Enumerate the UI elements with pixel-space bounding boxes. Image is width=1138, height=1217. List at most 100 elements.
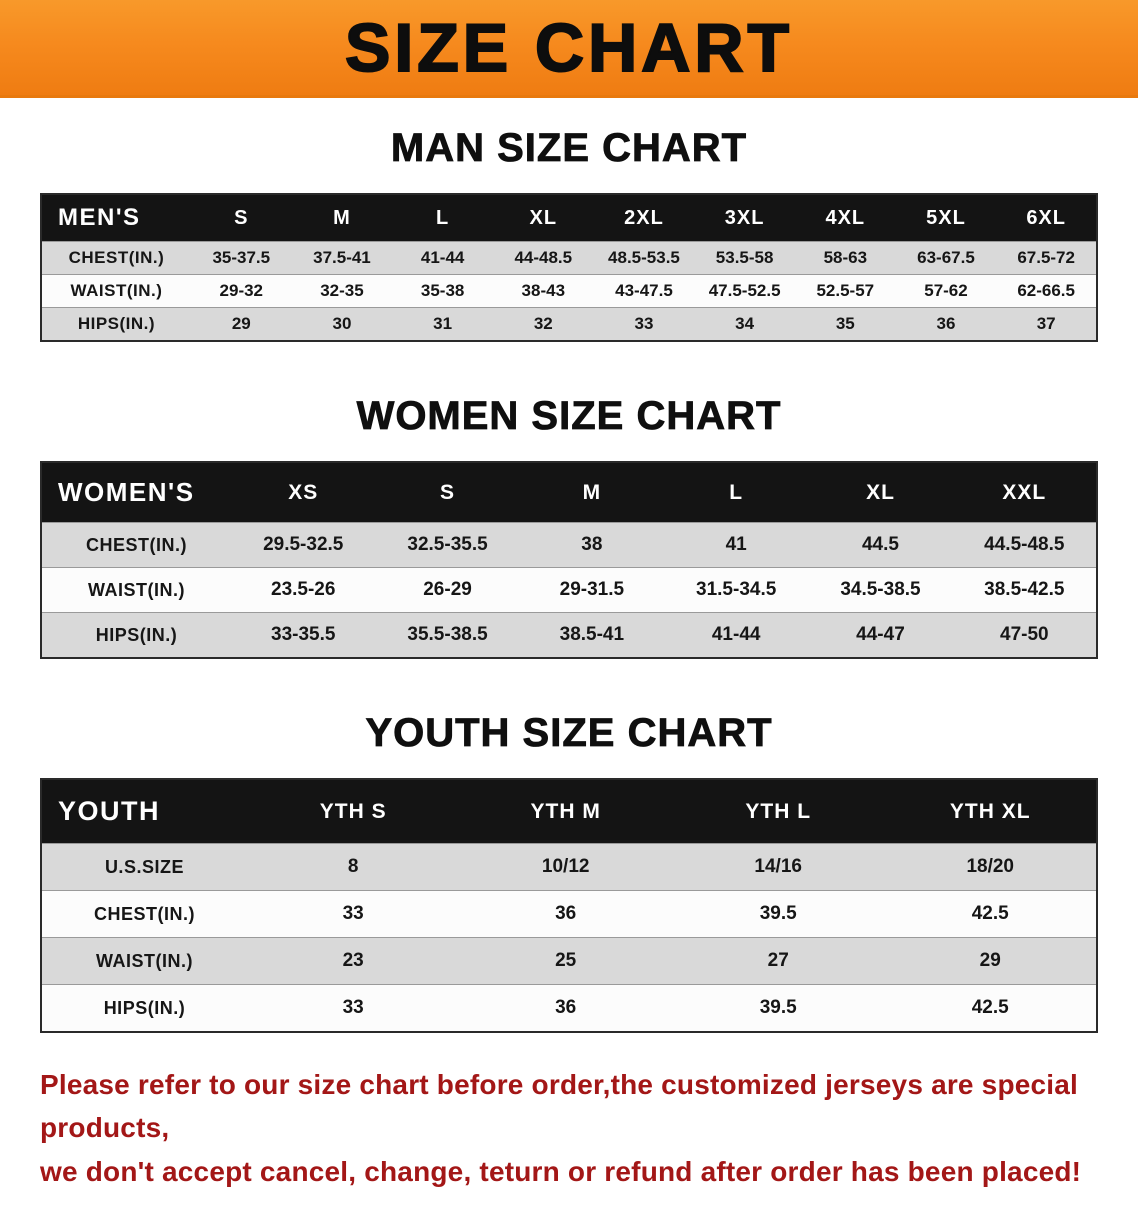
women-size-section: WOMEN SIZE CHART WOMEN'S XS S M L XL XXL CHEST(… [0,394,1138,659]
value-cell: 25 [555,950,577,971]
value-cell: 31 [433,314,453,333]
men-size-section: MAN SIZE CHART MEN'S S M L XL 2XL 3XL 4XL 5XL 6XL… [0,126,1138,342]
value-cell: 44.5-48.5 [984,534,1065,555]
value-cell: 44-47 [856,624,905,645]
value-cell: 33 [342,997,364,1018]
table-row: HIPS(IN.) 33-35.5 35.5-38.5 38.5-41 41-44 44-… [41,612,1097,658]
youth-size-table: YOUTH YTH S YTH M YTH L YTH XL U.S.SIZE 8 10/12… [40,778,1098,1033]
value-cell: 29 [979,950,1001,971]
value-cell: 53.5-58 [715,248,774,267]
value-cell: 23.5-26 [271,579,336,600]
size-header-cell: 2XL [624,206,664,229]
value-cell: 41-44 [420,248,465,267]
table-row: WAIST(IN.) 23 25 27 29 [41,937,1097,985]
size-header-cell: L [436,206,450,229]
value-cell: 32-35 [320,281,364,300]
value-cell: 36 [555,997,577,1018]
row-label-cell: WAIST(IN.) [95,950,193,971]
size-header-cell: 6XL [1026,206,1066,229]
women-table-wrapper: WOMEN'S XS S M L XL XXL CHEST(IN.) 29.5-32.5 32.5… [0,461,1138,659]
value-cell: 27 [767,950,789,971]
table-row: U.S.SIZE 8 10/12 14/16 18/20 [41,843,1097,891]
table-row: CHEST(IN.) 33 36 39.5 42.5 [41,890,1097,938]
value-cell: 8 [347,856,359,877]
youth-table-wrapper: YOUTH YTH S YTH M YTH L YTH XL U.S.SIZE 8 10/12… [0,778,1138,1033]
women-section-heading: WOMEN SIZE CHART [356,394,782,439]
disclaimer: Please refer to our size chart before or… [0,1033,1138,1217]
value-cell: 32.5-35.5 [407,534,488,555]
value-cell: 41-44 [711,624,761,645]
value-cell: 39.5 [759,903,797,924]
size-header-cell: YTH M [530,799,601,823]
row-label-cell: HIPS(IN.) [103,997,186,1018]
value-cell: 38.5-42.5 [984,579,1065,600]
value-cell: 34.5-38.5 [840,579,921,600]
size-header-cell: 5XL [926,206,966,229]
size-header-cell: XXL [1002,480,1047,504]
youth-section-heading: YOUTH SIZE CHART [365,711,773,756]
men-size-table: MEN'S S M L XL 2XL 3XL 4XL 5XL 6XL CHEST(IN.) 35-37… [40,193,1098,342]
women-size-table: WOMEN'S XS S M L XL XXL CHEST(IN.) 29.5-32.5 32.5… [40,461,1098,659]
row-label-cell: WAIST(IN.) [70,281,163,300]
size-header-cell: 4XL [825,206,866,229]
value-cell: 63-67.5 [917,248,975,267]
size-header-cell: L [729,480,744,504]
row-label-cell: U.S.SIZE [104,856,184,877]
value-cell: 33 [342,903,364,924]
value-cell: 38 [581,534,603,555]
disclaimer-line-1: Please refer to our size chart before or… [40,1069,1079,1144]
table-row: HIPS(IN.) 33 36 39.5 42.5 [41,984,1097,1032]
value-cell: 23 [342,950,364,971]
value-cell: 42.5 [971,903,1009,924]
size-header-cell: XL [866,480,895,504]
value-cell: 39.5 [759,997,797,1018]
table-row: HIPS(IN.) 29 30 31 32 33 34 35 36 37 [41,307,1097,341]
value-cell: 10/12 [541,856,590,877]
size-header-cell: M [582,480,602,504]
value-cell: 18/20 [966,856,1014,877]
table-title-cell: MEN'S [58,204,141,231]
value-cell: 37 [1036,314,1056,333]
table-header-row: MEN'S S M L XL 2XL 3XL 4XL 5XL 6XL [41,194,1097,242]
row-label-cell: CHEST(IN.) [68,248,165,267]
size-header-cell: XL [529,206,558,229]
size-header-cell: M [333,206,351,229]
table-title-cell: YOUTH [58,796,160,826]
table-row: WAIST(IN.) 23.5-26 26-29 29-31.5 31.5-34.5 34… [41,567,1097,613]
value-cell: 14/16 [754,856,802,877]
value-cell: 48.5-53.5 [608,248,680,267]
banner: SIZE CHART [0,0,1138,98]
size-header-cell: S [440,480,456,504]
size-header-cell: YTH L [745,799,812,823]
value-cell: 47.5-52.5 [708,281,781,300]
value-cell: 43-47.5 [615,281,673,300]
value-cell: 41 [725,534,747,555]
row-label-cell: CHEST(IN.) [86,534,188,555]
value-cell: 36 [555,903,577,924]
value-cell: 37.5-41 [313,248,371,267]
value-cell: 36 [936,314,956,333]
row-label-cell: CHEST(IN.) [93,903,195,924]
value-cell: 44.5 [861,534,899,555]
size-header-cell: S [234,206,249,229]
value-cell: 38-43 [521,281,566,300]
size-header-cell: YTH XL [949,799,1031,823]
table-row: CHEST(IN.) 29.5-32.5 32.5-35.5 38 41 44.5 44.5… [41,522,1097,568]
youth-size-section: YOUTH SIZE CHART YOUTH YTH S YTH M YTH L YTH… [0,711,1138,1033]
value-cell: 44-48.5 [514,248,573,267]
value-cell: 29 [231,314,251,333]
table-header-row: WOMEN'S XS S M L XL XXL [41,462,1097,523]
men-section-heading: MAN SIZE CHART [390,126,748,171]
disclaimer-line-2: we don't accept cancel, change, teturn o… [40,1155,1082,1187]
value-cell: 38.5-41 [559,624,625,645]
value-cell: 33-35.5 [271,624,336,645]
value-cell: 42.5 [971,997,1009,1018]
size-header-cell: 3XL [724,206,765,229]
row-label-cell: HIPS(IN.) [77,314,156,333]
page-title: SIZE CHART [344,9,793,87]
size-header-cell: XS [288,480,319,504]
value-cell: 35-37.5 [212,248,271,267]
value-cell: 26-29 [423,579,472,600]
table-row: CHEST(IN.) 35-37.5 37.5-41 41-44 44-48.5 48.5… [41,241,1097,275]
